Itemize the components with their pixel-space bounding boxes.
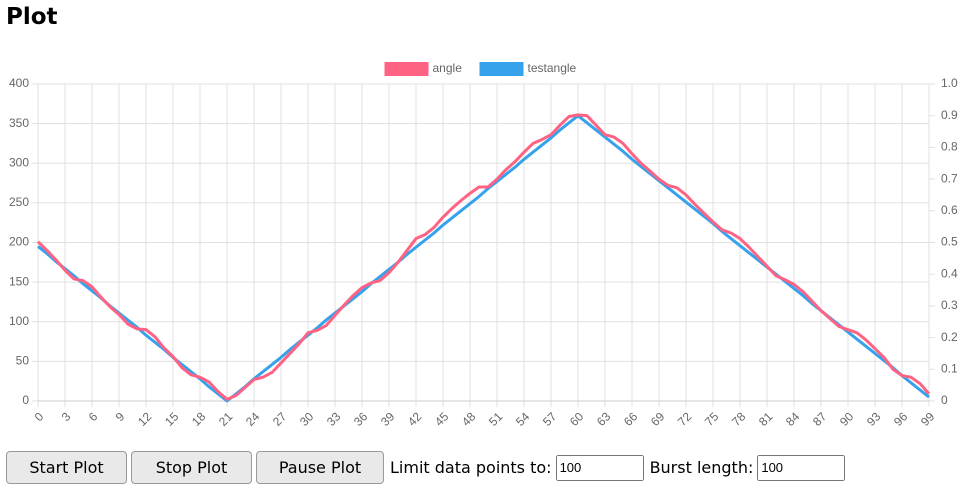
y2-tick-label: 0.3 [941,298,958,312]
x-tick-label: 21 [216,409,236,429]
y-tick-label: 250 [9,195,29,209]
x-tick-label: 57 [540,409,560,429]
x-tick-label: 12 [135,409,155,429]
x-tick-label: 90 [837,409,857,429]
x-tick-label: 0 [32,409,47,424]
x-tick-label: 99 [918,409,938,429]
x-tick-label: 36 [351,409,371,429]
x-tick-label: 72 [675,409,695,429]
y-tick-label: 0 [22,393,29,407]
x-tick-label: 27 [270,409,290,429]
y-tick-label: 300 [9,155,29,169]
y2-tick-label: 0.8 [941,140,958,154]
y2-tick-label: 0.9 [941,108,958,122]
x-tick-label: 60 [567,409,587,429]
controls: Start Plot Stop Plot Pause Plot Limit da… [6,451,849,484]
x-tick-label: 81 [756,409,776,429]
y-tick-label: 50 [16,354,30,368]
y2-tick-label: 0 [941,393,948,407]
y2-tick-label: 0.1 [941,361,958,375]
legend-swatch [384,62,429,76]
start-button[interactable]: Start Plot [6,451,127,484]
y2-tick-label: 0.4 [941,266,958,280]
burst-input[interactable] [757,454,846,481]
x-tick-label: 24 [243,409,263,429]
x-tick-label: 42 [405,409,425,429]
limit-input[interactable] [555,454,644,481]
y2-tick-label: 1.0 [941,76,958,90]
x-tick-label: 45 [432,409,452,429]
page-title: Plot [6,4,58,30]
x-tick-label: 39 [378,409,398,429]
x-tick-label: 15 [162,409,182,429]
pause-button[interactable]: Pause Plot [256,451,384,484]
x-tick-label: 18 [189,409,209,429]
y-tick-label: 100 [9,314,29,328]
y2-tick-label: 0.5 [941,235,958,249]
x-tick-label: 93 [864,409,884,429]
legend-label: angle [433,61,463,75]
x-tick-label: 6 [86,409,101,424]
x-tick-label: 9 [113,409,128,424]
x-tick-label: 84 [783,409,803,429]
x-tick-label: 30 [297,409,317,429]
y2-tick-label: 0.7 [941,171,958,185]
x-tick-label: 48 [459,409,479,429]
legend-label: testangle [528,61,577,75]
y-tick-label: 350 [9,116,29,130]
series-line [37,114,930,403]
y-tick-label: 200 [9,235,29,249]
x-tick-label: 3 [59,409,74,424]
legend-swatch [479,62,524,76]
chart: 05010015020025030035040000.10.20.30.40.5… [9,61,958,429]
y-tick-label: 150 [9,274,29,288]
limit-label: Limit data points to: [390,458,552,477]
y-tick-label: 400 [9,76,29,90]
x-tick-label: 63 [594,409,614,429]
x-tick-label: 78 [729,409,749,429]
x-tick-label: 33 [324,409,344,429]
x-tick-label: 54 [513,409,533,429]
y2-tick-label: 0.2 [941,330,958,344]
burst-label: Burst length: [649,458,754,477]
stop-button[interactable]: Stop Plot [131,451,252,484]
x-tick-label: 69 [648,409,668,429]
x-tick-label: 66 [621,409,641,429]
x-tick-label: 51 [486,409,506,429]
x-tick-label: 96 [891,409,911,429]
x-tick-label: 75 [702,409,722,429]
x-tick-label: 87 [810,409,830,429]
y2-tick-label: 0.6 [941,203,958,217]
series-line [36,113,931,401]
